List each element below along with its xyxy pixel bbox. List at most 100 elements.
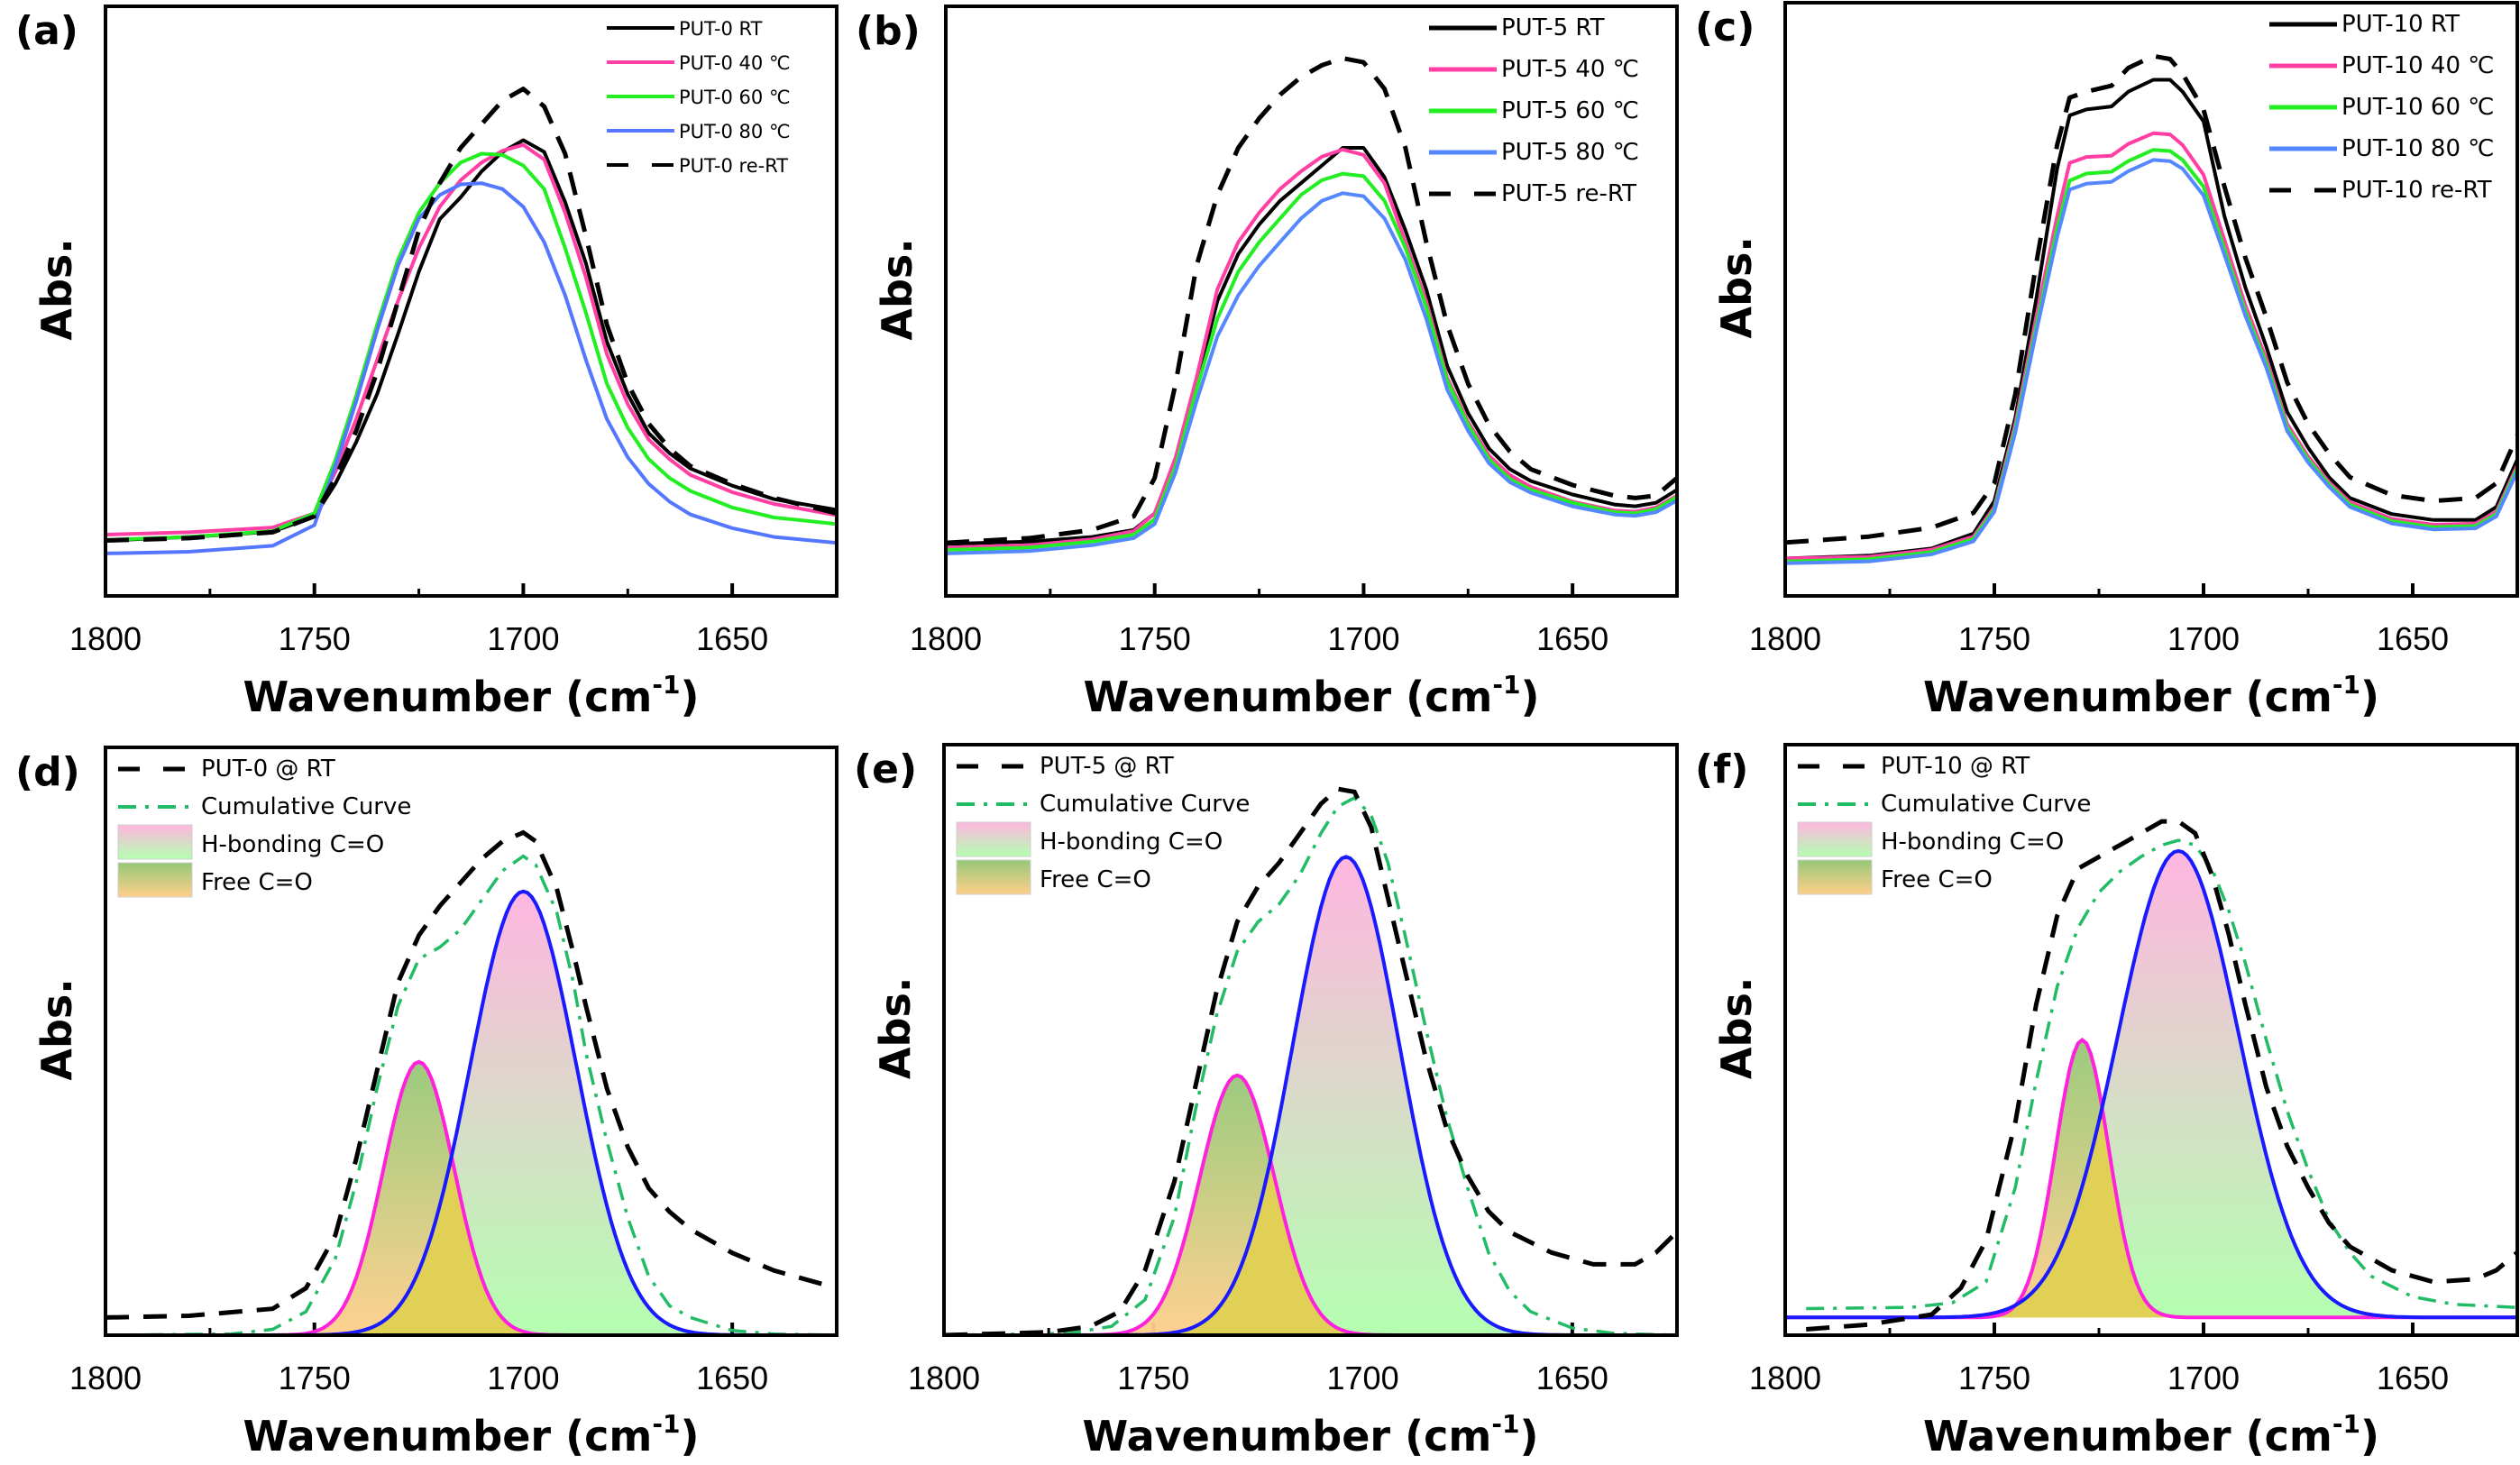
peak-line-h-bonding-c-o — [1785, 848, 2517, 1320]
panel-b: 1800 1750 1700 1650 Wavenumber (cm-1) Abs. (b)… — [856, 5, 1679, 721]
x-tick-label: 1700 — [1327, 1360, 1399, 1396]
panel-label: (f) — [1695, 746, 1748, 792]
measured-spectrum-line — [944, 786, 1677, 1335]
legend-label: H-bonding C=O — [1881, 829, 2064, 856]
x-tick-label: 1650 — [696, 1360, 768, 1396]
legend-label: PUT-10 @ RT — [1881, 753, 2030, 780]
legend-label: PUT-0 80 ℃ — [679, 121, 791, 142]
plot-frame — [944, 5, 1679, 598]
series-line-put-5-80- — [946, 191, 1677, 555]
y-axis-title: Abs. — [873, 238, 921, 340]
legend-swatch-icon — [117, 862, 193, 898]
legend-label: PUT-5 80 ℃ — [1501, 139, 1639, 166]
peak-fill-h-bonding-c-o — [105, 891, 837, 1335]
x-axis-title: Wavenumber (cm-1) — [243, 1409, 700, 1460]
plot-area — [1785, 819, 2517, 1332]
panel-f: 1800 1750 1700 1650 Wavenumber (cm-1) Abs. (f)… — [1695, 743, 2519, 1460]
x-tick-label: 1650 — [2377, 620, 2449, 657]
legend-label: PUT-10 80 ℃ — [2341, 135, 2494, 162]
x-axis-title: Wavenumber (cm-1) — [1923, 670, 2379, 721]
legend-label: PUT-5 40 ℃ — [1501, 56, 1639, 83]
plot-frame — [104, 5, 838, 598]
y-axis-title: Abs. — [1712, 236, 1761, 338]
series-line-put-10-60- — [1785, 148, 2517, 563]
cumulative-curve — [944, 795, 1677, 1335]
x-tick-label: 1800 — [908, 1360, 980, 1396]
y-axis-title: Abs. — [1712, 977, 1761, 1079]
legend-label: PUT-5 RT — [1501, 14, 1605, 41]
x-tick-label: 1650 — [1536, 1360, 1608, 1396]
legend-label: PUT-0 60 ℃ — [679, 87, 791, 108]
x-axis-title: Wavenumber (cm-1) — [1923, 1409, 2379, 1460]
plot-frame — [942, 743, 1679, 1337]
series-line-put-0-40- — [105, 142, 837, 536]
panel-label: (d) — [15, 749, 80, 795]
measured-spectrum-line — [1806, 819, 2517, 1332]
peak-line-free-c-o — [105, 1059, 837, 1335]
x-tick-label: 1800 — [1749, 1360, 1821, 1396]
legend-swatch-icon — [956, 859, 1031, 895]
legend-label: Free C=O — [1881, 866, 1993, 893]
x-tick-label: 1700 — [487, 620, 559, 657]
legend-label: PUT-0 @ RT — [201, 755, 335, 783]
legend-label: H-bonding C=O — [1040, 829, 1223, 856]
legend-label: PUT-5 @ RT — [1040, 753, 1174, 780]
x-tick-label: 1800 — [1749, 620, 1821, 657]
legend-swatch-icon — [1797, 859, 1873, 895]
plot-area — [105, 87, 837, 555]
plot-frame — [1783, 743, 2519, 1337]
legend-swatch-icon — [1797, 821, 1873, 857]
x-tick-label: 1800 — [69, 1360, 142, 1396]
x-tick-label: 1750 — [279, 620, 351, 657]
plot-area — [105, 829, 837, 1335]
legend-label: Cumulative Curve — [201, 793, 411, 820]
series-line-put-0-80- — [105, 181, 837, 555]
x-tick-label: 1700 — [1327, 620, 1399, 657]
legend-label: PUT-5 re-RT — [1501, 180, 1636, 207]
x-tick-label: 1650 — [1536, 620, 1608, 657]
panel-label: (c) — [1695, 5, 1755, 50]
x-axis-title: Wavenumber (cm-1) — [1083, 1409, 1539, 1460]
x-tick-label: 1700 — [2167, 1360, 2240, 1396]
series-line-put-10-80- — [1785, 158, 2517, 565]
x-tick-label: 1750 — [1958, 1360, 2030, 1396]
x-tick-label: 1800 — [69, 620, 142, 657]
peak-fill-h-bonding-c-o — [1785, 850, 2517, 1318]
peak-fill-h-bonding-c-o — [944, 856, 1677, 1335]
x-tick-label: 1750 — [1119, 620, 1191, 657]
legend-label: PUT-0 re-RT — [679, 155, 788, 177]
series-line-put-5-40- — [946, 147, 1677, 550]
series-line-put-10-re-rt — [1785, 53, 2517, 545]
legend-label: PUT-10 RT — [2341, 11, 2460, 38]
panel-label: (b) — [856, 8, 921, 54]
legend-label: Free C=O — [201, 869, 313, 896]
panel-e: 1800 1750 1700 1650 Wavenumber (cm-1) Abs. (e)… — [854, 743, 1679, 1460]
measured-spectrum-line — [105, 829, 837, 1320]
panel-label: (e) — [854, 746, 917, 792]
x-tick-label: 1750 — [279, 1360, 351, 1396]
x-tick-label: 1750 — [1958, 620, 2030, 657]
plot-area — [946, 56, 1677, 555]
panel-c: 1800 1750 1700 1650 Wavenumber (cm-1) Abs. (c)… — [1695, 1, 2519, 721]
x-tick-label: 1700 — [487, 1360, 559, 1396]
x-tick-label: 1650 — [2377, 1360, 2449, 1396]
series-line-put-5-60- — [946, 171, 1677, 552]
legend-label: PUT-10 re-RT — [2341, 177, 2492, 204]
series-line-put-5-re-rt — [946, 56, 1677, 545]
legend-swatch-icon — [117, 824, 193, 860]
legend-label: PUT-0 40 ℃ — [679, 52, 791, 74]
panel-d: 1800 1750 1700 1650 Wavenumber (cm-1) Abs. (d)… — [15, 746, 838, 1460]
legend-label: PUT-5 60 ℃ — [1501, 97, 1639, 124]
legend-label: Cumulative Curve — [1040, 791, 1250, 818]
legend-label: Cumulative Curve — [1881, 791, 2091, 818]
legend-label: H-bonding C=O — [201, 831, 384, 858]
x-tick-label: 1750 — [1117, 1360, 1189, 1396]
cumulative-curve — [1806, 838, 2517, 1311]
y-axis-title: Abs. — [32, 238, 81, 340]
plot-area — [1785, 53, 2517, 565]
plot-frame — [1783, 1, 2519, 598]
cumulative-curve — [105, 854, 837, 1335]
legend-label: PUT-10 60 ℃ — [2341, 94, 2494, 121]
legend-label: Free C=O — [1040, 866, 1151, 893]
x-axis-title: Wavenumber (cm-1) — [1084, 670, 1540, 721]
